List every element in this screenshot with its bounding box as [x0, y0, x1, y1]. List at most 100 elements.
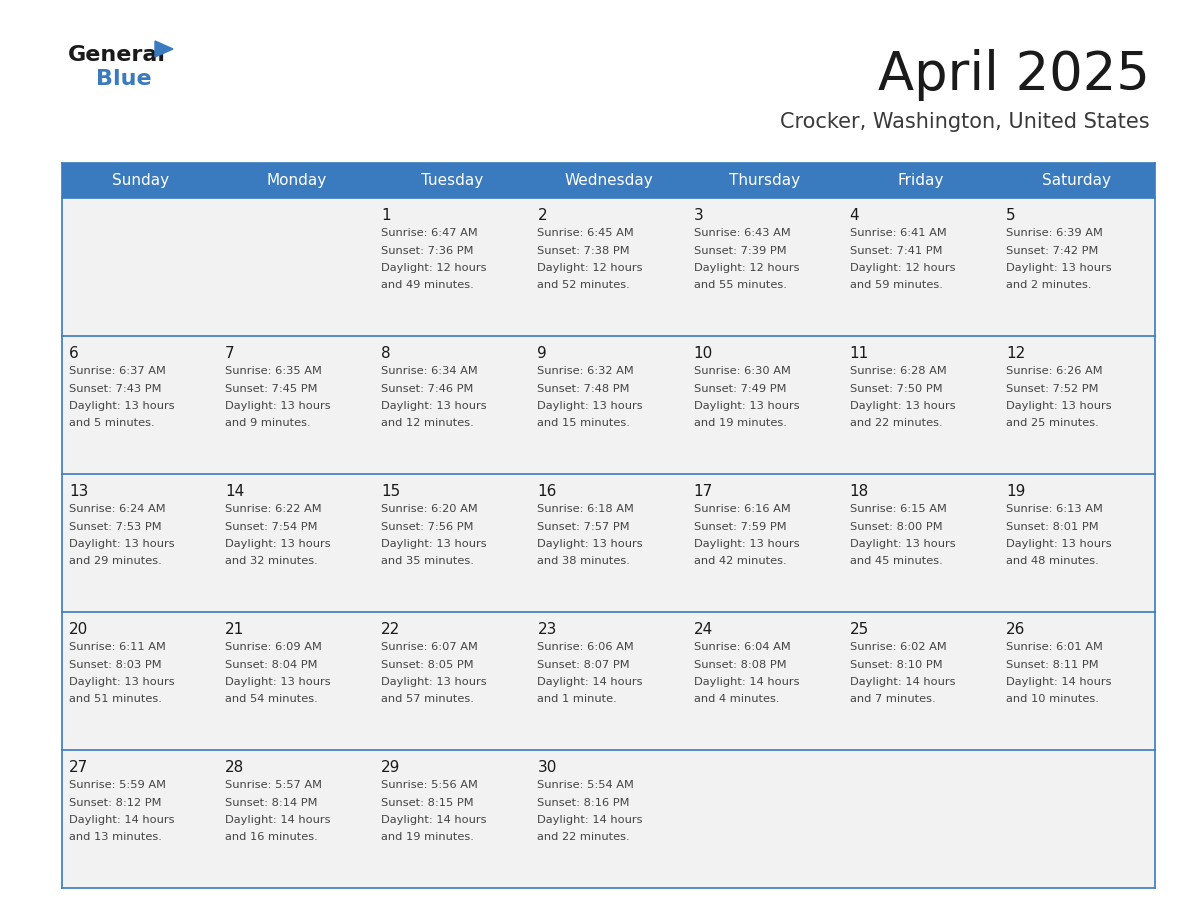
Text: 25: 25	[849, 622, 868, 637]
Text: 13: 13	[69, 484, 88, 499]
Bar	[999, 163, 1155, 198]
Text: and 16 minutes.: and 16 minutes.	[226, 833, 318, 843]
Bar	[687, 163, 842, 198]
Text: Daylight: 13 hours: Daylight: 13 hours	[69, 401, 175, 411]
Text: Sunrise: 6:47 AM: Sunrise: 6:47 AM	[381, 228, 478, 238]
Text: 12: 12	[1006, 346, 1025, 361]
Text: Daylight: 13 hours: Daylight: 13 hours	[694, 539, 800, 549]
Text: Sunset: 7:48 PM: Sunset: 7:48 PM	[537, 384, 630, 394]
Text: 28: 28	[226, 760, 245, 775]
Text: Daylight: 13 hours: Daylight: 13 hours	[849, 539, 955, 549]
Text: Daylight: 13 hours: Daylight: 13 hours	[226, 677, 330, 687]
Text: 6: 6	[69, 346, 78, 361]
Text: and 15 minutes.: and 15 minutes.	[537, 419, 631, 429]
Text: Sunrise: 6:06 AM: Sunrise: 6:06 AM	[537, 642, 634, 652]
Bar	[62, 336, 1155, 474]
Text: and 13 minutes.: and 13 minutes.	[69, 833, 162, 843]
Text: Sunset: 7:50 PM: Sunset: 7:50 PM	[849, 384, 942, 394]
Text: Sunset: 7:53 PM: Sunset: 7:53 PM	[69, 521, 162, 532]
Text: Sunrise: 5:59 AM: Sunrise: 5:59 AM	[69, 780, 166, 790]
Text: Sunset: 7:43 PM: Sunset: 7:43 PM	[69, 384, 162, 394]
Text: Daylight: 14 hours: Daylight: 14 hours	[1006, 677, 1111, 687]
Text: Sunrise: 5:57 AM: Sunrise: 5:57 AM	[226, 780, 322, 790]
Text: Sunrise: 6:45 AM: Sunrise: 6:45 AM	[537, 228, 634, 238]
Text: Daylight: 12 hours: Daylight: 12 hours	[537, 263, 643, 273]
Text: Sunrise: 6:24 AM: Sunrise: 6:24 AM	[69, 504, 165, 514]
Text: and 10 minutes.: and 10 minutes.	[1006, 695, 1099, 704]
Text: Sunrise: 6:43 AM: Sunrise: 6:43 AM	[694, 228, 790, 238]
Text: Daylight: 14 hours: Daylight: 14 hours	[381, 815, 487, 825]
Text: Sunset: 8:12 PM: Sunset: 8:12 PM	[69, 798, 162, 808]
Text: and 38 minutes.: and 38 minutes.	[537, 556, 631, 566]
Bar	[62, 750, 1155, 888]
Text: Sunrise: 6:41 AM: Sunrise: 6:41 AM	[849, 228, 947, 238]
Text: 19: 19	[1006, 484, 1025, 499]
Text: and 7 minutes.: and 7 minutes.	[849, 695, 935, 704]
Text: 14: 14	[226, 484, 245, 499]
Text: Daylight: 13 hours: Daylight: 13 hours	[537, 539, 643, 549]
Text: Sunset: 7:45 PM: Sunset: 7:45 PM	[226, 384, 317, 394]
Text: Daylight: 12 hours: Daylight: 12 hours	[381, 263, 487, 273]
Text: Blue: Blue	[96, 69, 152, 89]
Text: 23: 23	[537, 622, 557, 637]
Text: and 45 minutes.: and 45 minutes.	[849, 556, 942, 566]
Text: Sunrise: 6:32 AM: Sunrise: 6:32 AM	[537, 366, 634, 376]
Text: Sunset: 7:42 PM: Sunset: 7:42 PM	[1006, 245, 1098, 255]
Text: and 29 minutes.: and 29 minutes.	[69, 556, 162, 566]
Text: 18: 18	[849, 484, 868, 499]
Text: Daylight: 13 hours: Daylight: 13 hours	[381, 401, 487, 411]
Text: Daylight: 13 hours: Daylight: 13 hours	[381, 539, 487, 549]
Text: and 57 minutes.: and 57 minutes.	[381, 695, 474, 704]
Text: Sunset: 7:57 PM: Sunset: 7:57 PM	[537, 521, 630, 532]
Text: Sunset: 8:14 PM: Sunset: 8:14 PM	[226, 798, 317, 808]
Text: Sunrise: 6:35 AM: Sunrise: 6:35 AM	[226, 366, 322, 376]
Text: Sunrise: 6:09 AM: Sunrise: 6:09 AM	[226, 642, 322, 652]
Text: Sunset: 8:01 PM: Sunset: 8:01 PM	[1006, 521, 1099, 532]
Text: Sunset: 8:00 PM: Sunset: 8:00 PM	[849, 521, 942, 532]
Text: 29: 29	[381, 760, 400, 775]
Text: Sunrise: 6:04 AM: Sunrise: 6:04 AM	[694, 642, 790, 652]
Text: Sunrise: 6:18 AM: Sunrise: 6:18 AM	[537, 504, 634, 514]
Text: Saturday: Saturday	[1042, 173, 1112, 188]
Text: Daylight: 14 hours: Daylight: 14 hours	[849, 677, 955, 687]
Bar	[62, 198, 1155, 336]
Text: 17: 17	[694, 484, 713, 499]
Text: Daylight: 13 hours: Daylight: 13 hours	[381, 677, 487, 687]
Text: and 22 minutes.: and 22 minutes.	[537, 833, 630, 843]
Text: Daylight: 13 hours: Daylight: 13 hours	[226, 401, 330, 411]
Text: Sunset: 8:10 PM: Sunset: 8:10 PM	[849, 659, 942, 669]
Text: Sunrise: 6:22 AM: Sunrise: 6:22 AM	[226, 504, 322, 514]
Text: 2: 2	[537, 208, 546, 223]
Text: Daylight: 13 hours: Daylight: 13 hours	[1006, 263, 1112, 273]
Text: 15: 15	[381, 484, 400, 499]
Bar	[62, 474, 1155, 612]
Text: and 51 minutes.: and 51 minutes.	[69, 695, 162, 704]
Text: Friday: Friday	[898, 173, 944, 188]
Text: April 2025: April 2025	[878, 49, 1150, 101]
Bar	[62, 163, 219, 198]
Text: Daylight: 13 hours: Daylight: 13 hours	[849, 401, 955, 411]
Text: 10: 10	[694, 346, 713, 361]
Text: Daylight: 13 hours: Daylight: 13 hours	[226, 539, 330, 549]
Text: 27: 27	[69, 760, 88, 775]
Bar	[219, 163, 374, 198]
Text: Daylight: 13 hours: Daylight: 13 hours	[537, 401, 643, 411]
Bar	[842, 163, 999, 198]
Text: Sunrise: 6:16 AM: Sunrise: 6:16 AM	[694, 504, 790, 514]
Text: Sunrise: 6:13 AM: Sunrise: 6:13 AM	[1006, 504, 1102, 514]
Text: Sunrise: 6:01 AM: Sunrise: 6:01 AM	[1006, 642, 1102, 652]
Text: Daylight: 13 hours: Daylight: 13 hours	[1006, 401, 1112, 411]
Text: and 19 minutes.: and 19 minutes.	[381, 833, 474, 843]
Text: Daylight: 13 hours: Daylight: 13 hours	[69, 539, 175, 549]
Text: Sunrise: 6:20 AM: Sunrise: 6:20 AM	[381, 504, 478, 514]
Text: Daylight: 13 hours: Daylight: 13 hours	[69, 677, 175, 687]
Text: Monday: Monday	[266, 173, 327, 188]
Text: Sunset: 7:59 PM: Sunset: 7:59 PM	[694, 521, 786, 532]
Text: Daylight: 12 hours: Daylight: 12 hours	[849, 263, 955, 273]
Text: 1: 1	[381, 208, 391, 223]
Text: Sunset: 7:46 PM: Sunset: 7:46 PM	[381, 384, 474, 394]
Text: Sunset: 8:11 PM: Sunset: 8:11 PM	[1006, 659, 1099, 669]
Text: Wednesday: Wednesday	[564, 173, 653, 188]
Text: 9: 9	[537, 346, 548, 361]
Text: Sunset: 7:54 PM: Sunset: 7:54 PM	[226, 521, 317, 532]
